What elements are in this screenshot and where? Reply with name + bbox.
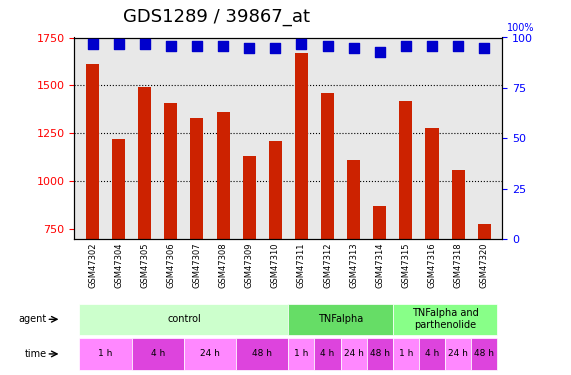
Bar xyxy=(295,53,308,239)
Text: 48 h: 48 h xyxy=(370,350,390,358)
FancyBboxPatch shape xyxy=(79,338,132,369)
Point xyxy=(480,45,489,51)
Text: TNFalpha: TNFalpha xyxy=(318,314,363,324)
Point xyxy=(297,40,306,46)
Point xyxy=(166,42,175,48)
FancyBboxPatch shape xyxy=(393,338,419,369)
Point xyxy=(453,42,463,48)
Text: control: control xyxy=(167,314,201,324)
Text: 4 h: 4 h xyxy=(425,350,439,358)
Point xyxy=(192,42,202,48)
Bar xyxy=(112,139,125,239)
Point xyxy=(88,40,97,46)
Bar xyxy=(373,206,386,239)
Text: 1 h: 1 h xyxy=(294,350,308,358)
Point xyxy=(323,42,332,48)
FancyBboxPatch shape xyxy=(288,304,393,335)
FancyBboxPatch shape xyxy=(419,338,445,369)
Bar xyxy=(347,160,360,239)
Text: 24 h: 24 h xyxy=(448,350,468,358)
Text: GSM47306: GSM47306 xyxy=(166,242,175,288)
Text: GSM47318: GSM47318 xyxy=(453,242,463,288)
Text: time: time xyxy=(25,349,46,359)
Text: 24 h: 24 h xyxy=(200,350,220,358)
Text: GSM47304: GSM47304 xyxy=(114,242,123,288)
FancyBboxPatch shape xyxy=(184,338,236,369)
Bar xyxy=(164,103,178,239)
Text: 100%: 100% xyxy=(507,24,534,33)
FancyBboxPatch shape xyxy=(471,338,497,369)
Text: GSM47307: GSM47307 xyxy=(192,242,202,288)
Text: 48 h: 48 h xyxy=(252,350,272,358)
Text: 1 h: 1 h xyxy=(399,350,413,358)
FancyBboxPatch shape xyxy=(393,304,497,335)
Text: GSM47309: GSM47309 xyxy=(245,242,254,288)
FancyBboxPatch shape xyxy=(445,338,471,369)
Bar xyxy=(216,112,230,239)
Text: agent: agent xyxy=(18,314,46,324)
Text: TNFalpha and
parthenolide: TNFalpha and parthenolide xyxy=(412,309,478,330)
Text: GSM47315: GSM47315 xyxy=(401,242,411,288)
Point xyxy=(401,42,411,48)
Point xyxy=(114,40,123,46)
Text: 4 h: 4 h xyxy=(151,350,165,358)
Bar xyxy=(478,224,490,239)
Text: GSM47311: GSM47311 xyxy=(297,242,306,288)
Text: GSM47310: GSM47310 xyxy=(271,242,280,288)
Text: GDS1289 / 39867_at: GDS1289 / 39867_at xyxy=(123,8,311,26)
Point xyxy=(244,45,254,51)
Point xyxy=(428,42,437,48)
Bar xyxy=(452,170,465,239)
Point xyxy=(219,42,228,48)
Text: 1 h: 1 h xyxy=(98,350,112,358)
Bar xyxy=(243,156,256,239)
Text: 24 h: 24 h xyxy=(344,350,364,358)
Text: GSM47320: GSM47320 xyxy=(480,242,489,288)
Bar xyxy=(399,101,412,239)
Point xyxy=(349,45,358,51)
Bar xyxy=(425,128,439,239)
FancyBboxPatch shape xyxy=(132,338,184,369)
Text: GSM47302: GSM47302 xyxy=(88,242,97,288)
Text: GSM47305: GSM47305 xyxy=(140,242,149,288)
FancyBboxPatch shape xyxy=(79,304,288,335)
Bar xyxy=(86,64,99,239)
Point xyxy=(375,49,384,55)
Point xyxy=(271,45,280,51)
Text: GSM47314: GSM47314 xyxy=(375,242,384,288)
FancyBboxPatch shape xyxy=(367,338,393,369)
Text: GSM47313: GSM47313 xyxy=(349,242,358,288)
Point xyxy=(140,40,149,46)
Bar xyxy=(138,87,151,239)
Text: GSM47308: GSM47308 xyxy=(219,242,228,288)
Text: 4 h: 4 h xyxy=(320,350,335,358)
Text: 48 h: 48 h xyxy=(474,350,494,358)
FancyBboxPatch shape xyxy=(288,338,315,369)
Text: GSM47312: GSM47312 xyxy=(323,242,332,288)
FancyBboxPatch shape xyxy=(236,338,288,369)
FancyBboxPatch shape xyxy=(315,338,340,369)
FancyBboxPatch shape xyxy=(340,338,367,369)
Bar xyxy=(191,118,203,239)
Text: GSM47316: GSM47316 xyxy=(428,242,436,288)
Bar xyxy=(269,141,282,239)
Bar xyxy=(321,93,334,239)
